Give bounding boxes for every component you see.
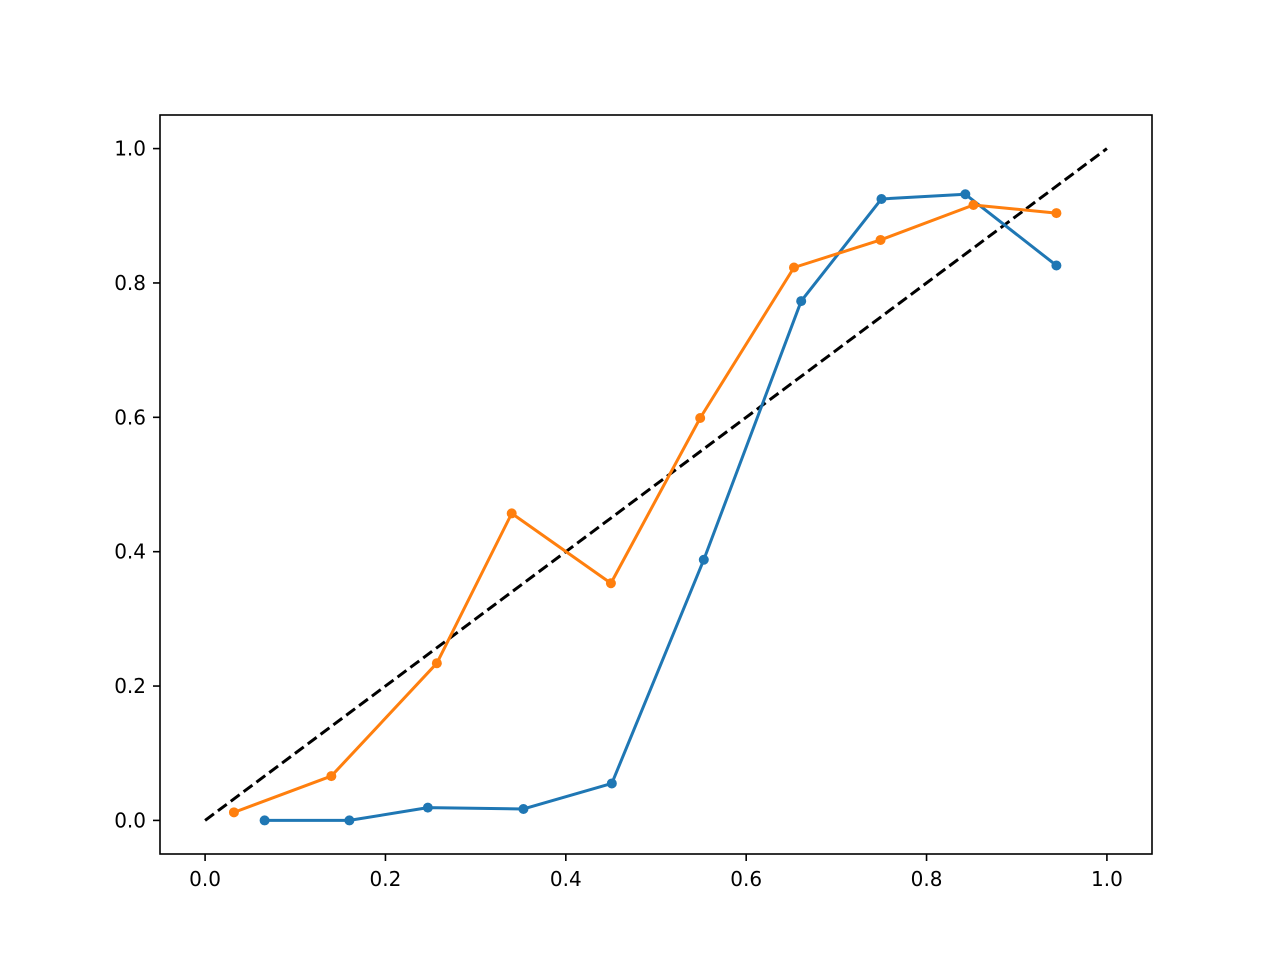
series-2-point	[695, 412, 706, 423]
y-tick-label: 0.4	[114, 540, 146, 564]
x-tick-label: 0.4	[550, 867, 582, 891]
y-axis: 0.0 0.2 0.4 0.6 0.8 1.0	[114, 137, 160, 832]
series-1-point	[960, 189, 971, 200]
x-tick-label: 0.0	[189, 867, 221, 891]
x-tick-label: 0.8	[911, 867, 943, 891]
axes-frame	[159, 114, 1153, 855]
x-tick-label: 0.2	[370, 867, 402, 891]
series-1-point	[1051, 260, 1062, 271]
series-2-point	[506, 508, 517, 519]
plot-lines	[204, 147, 1108, 826]
y-tick-label: 0.0	[114, 808, 146, 832]
series-1-point	[259, 815, 270, 826]
series-1-point	[422, 802, 433, 813]
series-2-point	[326, 771, 337, 782]
series-1-point	[606, 778, 617, 789]
series-1-point	[876, 193, 887, 204]
series-1-point	[796, 296, 807, 307]
series-2-point	[605, 578, 616, 589]
series-2-line	[233, 203, 1057, 814]
x-tick-label: 0.6	[730, 867, 762, 891]
y-tick-label: 1.0	[114, 137, 146, 161]
series-1-point	[344, 815, 355, 826]
plot-frame	[159, 114, 1153, 855]
series-2-point	[875, 234, 886, 245]
series-1-point	[518, 803, 529, 814]
x-axis: 0.0 0.2 0.4 0.6 0.8 1.0	[189, 854, 1123, 891]
series-2-point	[228, 807, 239, 818]
series-2-point	[431, 658, 442, 669]
series-2-point	[788, 262, 799, 273]
y-tick-label: 0.2	[114, 674, 146, 698]
x-tick-label: 1.0	[1091, 867, 1123, 891]
series-2-point	[1051, 208, 1062, 219]
series-1-point	[698, 554, 709, 565]
series-1-line	[264, 192, 1058, 822]
series-2-point	[968, 200, 979, 211]
reference-diagonal-line	[204, 147, 1108, 822]
y-tick-label: 0.8	[114, 271, 146, 295]
y-tick-label: 0.6	[114, 405, 146, 429]
